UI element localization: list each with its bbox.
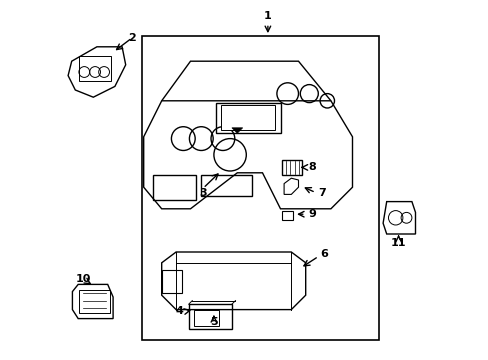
Text: 9: 9 xyxy=(308,209,316,219)
Text: 2: 2 xyxy=(127,33,135,43)
Text: 1: 1 xyxy=(264,11,271,21)
Text: 7: 7 xyxy=(318,188,325,198)
Text: 11: 11 xyxy=(390,238,406,248)
Text: 6: 6 xyxy=(320,249,327,259)
Text: 8: 8 xyxy=(308,162,316,172)
Text: 3: 3 xyxy=(199,188,206,198)
Polygon shape xyxy=(231,128,242,133)
Text: 10: 10 xyxy=(75,274,91,284)
Text: 5: 5 xyxy=(210,317,217,327)
FancyBboxPatch shape xyxy=(221,105,275,130)
Text: 4: 4 xyxy=(175,306,183,316)
